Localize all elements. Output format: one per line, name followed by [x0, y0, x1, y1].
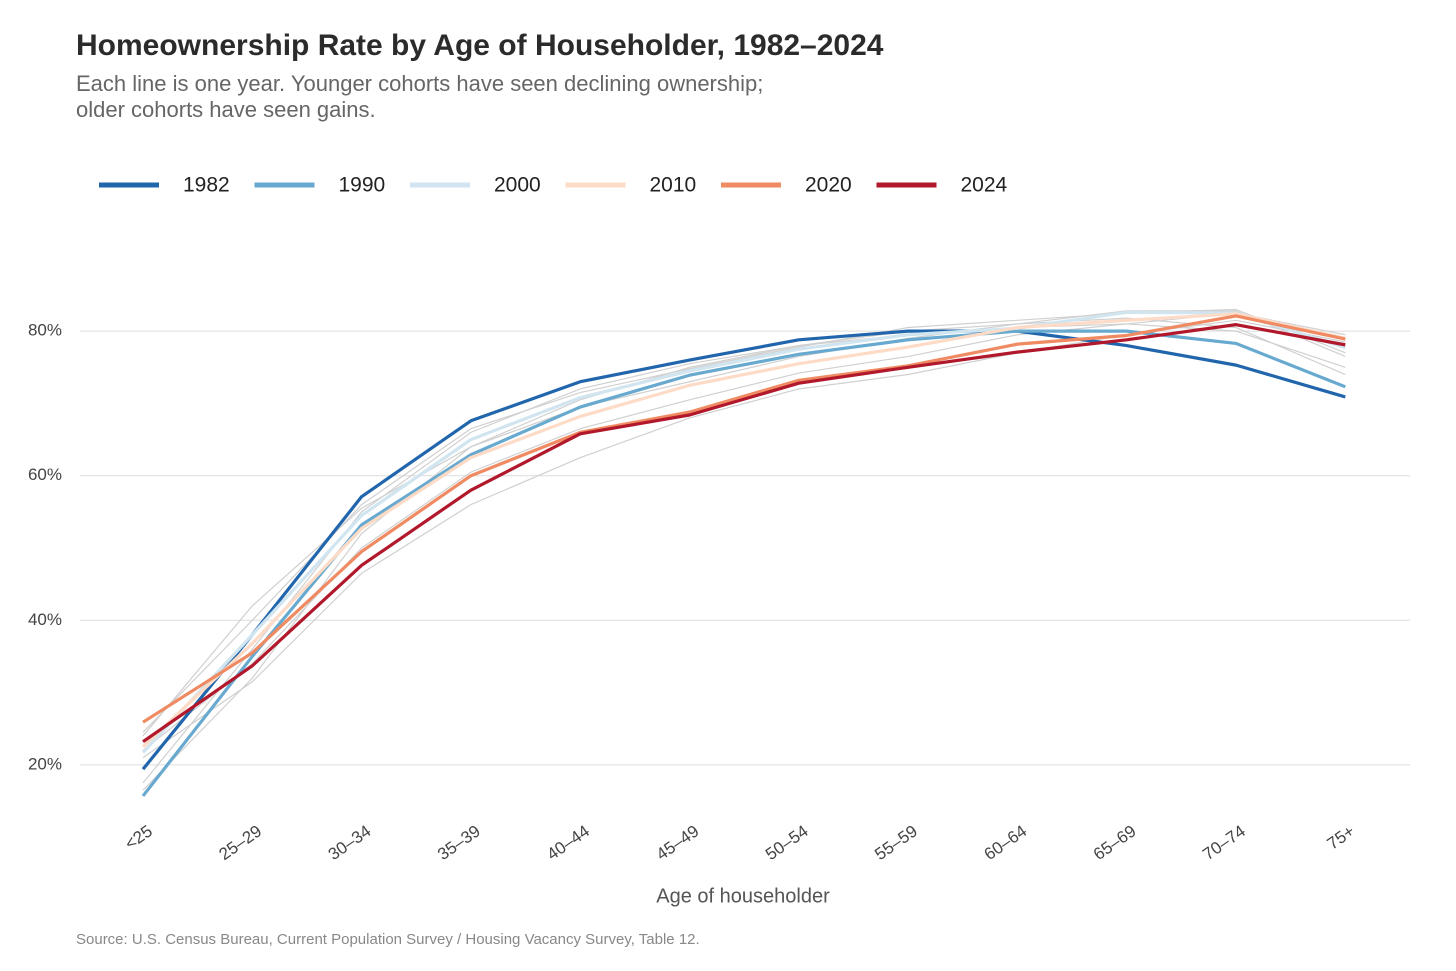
legend-label: 1990: [339, 174, 386, 197]
x-tick-label: 25–29: [216, 821, 266, 864]
legend-label: 2024: [961, 174, 1008, 197]
series-line: [142, 323, 1346, 744]
background-line: [142, 323, 1346, 784]
y-tick-label: 20%: [28, 754, 62, 773]
x-tick-label: 45–49: [653, 821, 703, 864]
x-tick-label: 35–39: [434, 821, 484, 864]
x-axis-label: Age of householder: [656, 885, 830, 907]
series-line: [141, 310, 1346, 754]
x-tick-label: 55–59: [871, 821, 921, 864]
y-tick-label: 80%: [28, 321, 62, 340]
source-note: Source: U.S. Census Bureau, Current Popu…: [76, 931, 700, 948]
legend-label: 2010: [650, 174, 697, 197]
x-tick-label: 65–69: [1090, 821, 1140, 864]
x-tick-label: <25: [121, 821, 156, 853]
x-tick-label: 40–44: [543, 821, 593, 864]
chart-subtitle: Each line is one year. Younger cohorts h…: [76, 71, 763, 96]
x-tick-label: 30–34: [325, 821, 375, 864]
series-line: [141, 312, 1346, 748]
x-tick-label: 50–54: [762, 821, 812, 864]
legend-label: 2020: [805, 174, 852, 197]
y-tick-label: 60%: [28, 465, 62, 484]
chart-subtitle: older cohorts have seen gains.: [76, 97, 376, 122]
series-line: [142, 314, 1346, 724]
legend-label: 1982: [183, 174, 230, 197]
series-line: [141, 329, 1346, 771]
chart-title: Homeownership Rate by Age of Householder…: [76, 29, 884, 62]
y-tick-label: 40%: [28, 610, 62, 629]
background-line: [142, 312, 1346, 751]
background-line: [142, 317, 1346, 791]
legend-label: 2000: [494, 174, 541, 197]
x-tick-label: 75+: [1324, 821, 1359, 853]
x-tick-label: 60–64: [981, 821, 1031, 864]
series-line: [141, 329, 1346, 797]
x-tick-label: 70–74: [1199, 821, 1249, 864]
